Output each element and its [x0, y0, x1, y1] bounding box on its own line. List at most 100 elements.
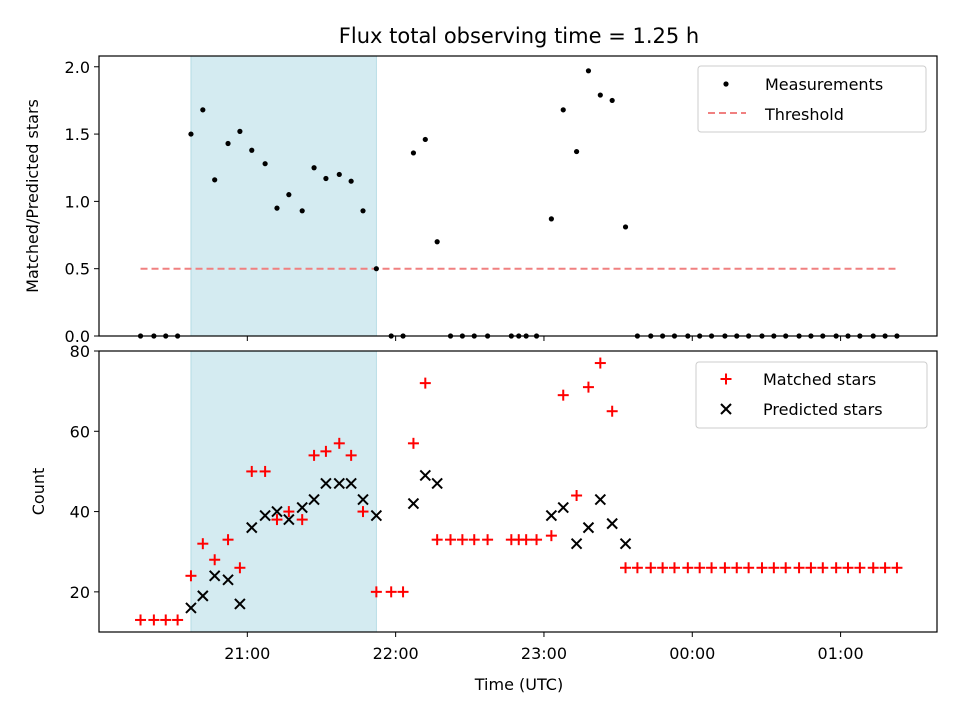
- x-axis-label: Time (UTC): [474, 675, 563, 694]
- predicted-star-point: [606, 517, 618, 530]
- matched-star-point: [743, 562, 755, 574]
- bottom-y-tick-label: 80: [70, 342, 90, 361]
- legend-predicted-marker: [720, 403, 732, 415]
- measurement-point: [422, 136, 428, 143]
- measurement-point: [622, 224, 629, 230]
- measurement-point: [286, 192, 292, 198]
- legend-plus-glyph: [720, 373, 732, 385]
- measurement-point: [237, 128, 243, 134]
- predicted-star-point: [345, 477, 357, 490]
- measurement-point: [360, 208, 366, 214]
- matched-star-point: [557, 389, 569, 401]
- matched-star-point: [370, 586, 382, 598]
- matched-star-point: [867, 562, 879, 574]
- matched-star-point: [780, 562, 792, 574]
- matched-star-point: [879, 562, 891, 574]
- top-y-tick-label: 1.0: [65, 192, 90, 211]
- predicted-star-point: [283, 513, 295, 526]
- bottom-axes-frame: [98, 350, 938, 633]
- measurement-point: [188, 131, 194, 137]
- x-tick-label: 23:00: [521, 644, 567, 663]
- measurement-point: [585, 68, 592, 74]
- measurement-point: [573, 148, 580, 155]
- chart-title: Flux total observing time = 1.25 h: [339, 24, 699, 48]
- matched-star-point: [531, 534, 543, 546]
- predicted-star-point: [320, 477, 332, 490]
- matched-star-point: [582, 381, 594, 393]
- predicted-star-point: [197, 590, 209, 602]
- matched-star-point: [682, 562, 694, 574]
- matched-star-point: [694, 562, 706, 574]
- top-panel: 0.00.51.01.52.0 Matched/Predicted stars …: [23, 55, 938, 346]
- top-shaded-interval: [190, 55, 377, 337]
- matched-star-point: [246, 465, 258, 477]
- matched-star-point: [719, 562, 731, 574]
- matched-star-point: [830, 562, 842, 574]
- bottom-y-tick-label: 60: [70, 422, 90, 441]
- matched-star-point: [160, 614, 172, 626]
- matched-star-point: [620, 562, 632, 574]
- x-tick-label: 21:00: [224, 644, 270, 663]
- matched-star-point: [817, 562, 829, 574]
- predicted-star-point: [259, 509, 271, 522]
- matched-star-point: [259, 465, 271, 477]
- bottom-y-axis-label: Count: [29, 468, 48, 516]
- matched-star-point: [209, 554, 221, 566]
- legend-threshold-label: Threshold: [764, 105, 844, 124]
- bottom-panel: 20 40 60 80 21:00 22:00 23:00 00:00 01:00 Count…: [29, 342, 938, 694]
- legend-predicted-label: Predicted stars: [763, 400, 883, 419]
- measurement-point: [225, 140, 231, 147]
- measurement-point: [548, 216, 554, 222]
- matched-star-point: [296, 514, 308, 526]
- predicted-star-point: [185, 602, 197, 614]
- predicted-star-point: [208, 570, 221, 582]
- predicted-star-point: [357, 493, 369, 506]
- x-tick-label: 00:00: [669, 644, 715, 663]
- predicted-star-point: [619, 537, 632, 550]
- predicted-star-point: [582, 521, 595, 534]
- matched-star-point: [148, 614, 160, 626]
- matched-star-point: [172, 614, 184, 626]
- measurement-point: [336, 171, 342, 178]
- top-legend-box: [697, 65, 927, 133]
- matched-star-point: [842, 562, 854, 574]
- predicted-star-point: [222, 574, 234, 586]
- matched-star-point: [185, 570, 197, 582]
- matched-star-point: [657, 562, 669, 574]
- measurement-point: [249, 147, 255, 153]
- matched-star-point: [606, 405, 618, 417]
- matched-star-point: [631, 562, 643, 574]
- bottom-y-tick-label: 40: [70, 503, 90, 522]
- bottom-legend: Matched stars Predicted stars: [695, 361, 928, 429]
- measurement-point: [373, 266, 379, 272]
- matched-star-point: [197, 538, 209, 550]
- predicted-star-point: [557, 501, 569, 514]
- legend-matched-label: Matched stars: [763, 370, 876, 389]
- matched-star-point: [520, 534, 532, 546]
- top-y-axis-label: Matched/Predicted stars: [23, 99, 42, 293]
- predicted-star-point: [545, 509, 558, 522]
- matched-star-point: [283, 506, 295, 518]
- top-y-ticks: 0.0 0.5 1.0 1.5 2.0: [65, 58, 99, 346]
- matched-star-point: [645, 562, 657, 574]
- measurement-point: [299, 208, 305, 214]
- matched-star-point: [135, 614, 147, 626]
- bottom-shaded-interval: [190, 350, 377, 633]
- predicted-star-point: [271, 505, 283, 518]
- measurement-point: [348, 178, 354, 184]
- predicted-star-point: [431, 477, 443, 490]
- x-tick-label: 01:00: [818, 644, 864, 663]
- legend-matched-marker: [720, 373, 732, 385]
- predicted-star-point: [594, 493, 607, 506]
- predicted-star-point: [296, 501, 308, 514]
- measurement-point: [410, 150, 417, 156]
- matched-star-point: [345, 449, 357, 461]
- matched-star-point: [805, 562, 817, 574]
- measurement-point: [609, 97, 615, 104]
- matched-star-point: [482, 534, 494, 546]
- matched-star-point: [891, 562, 903, 574]
- matched-star-point: [407, 437, 419, 449]
- matched-star-point: [397, 586, 409, 598]
- measurement-point: [560, 107, 566, 113]
